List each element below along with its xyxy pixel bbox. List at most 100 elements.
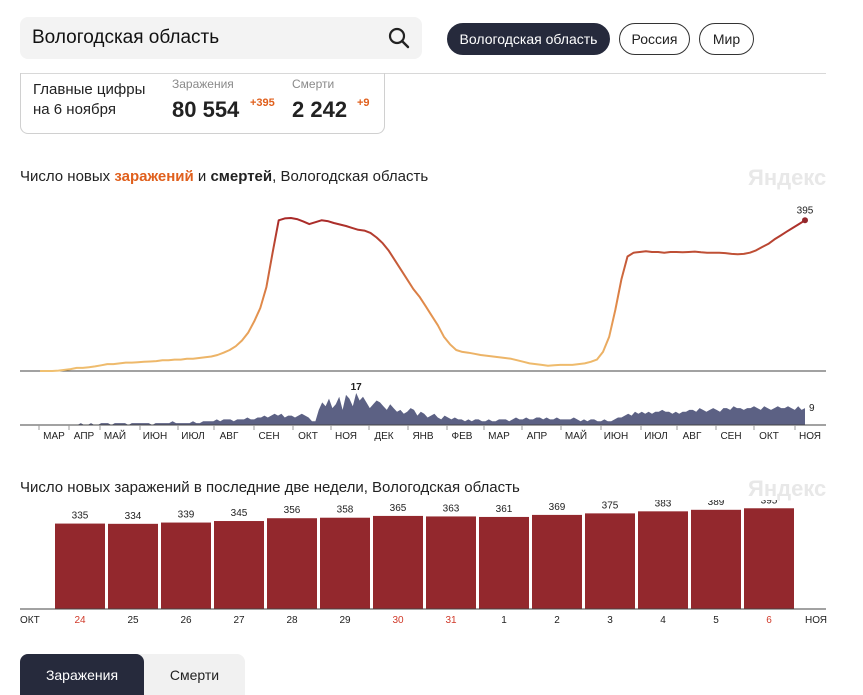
bar-value-label: 339 [178,510,195,521]
bar-category-label: 4 [660,615,666,626]
bar-value-label: 369 [549,502,566,513]
x-tick-label: МАР [43,431,65,442]
infections-caption: Заражения [172,77,234,91]
x-tick-label: ИЮЛ [644,431,667,442]
bar [373,515,423,609]
search-icon[interactable] [388,27,410,49]
bar [744,508,794,609]
bar-category-label: 5 [713,615,719,626]
chart1-title-deaths: смертей [210,168,273,185]
deaths-delta: +9 [357,97,370,109]
x-tick-label: ФЕВ [452,431,473,442]
tab-infections[interactable]: Заражения [20,654,144,695]
bar [532,514,582,609]
bar-value-label: 395 [761,500,778,506]
x-tick-label: ИЮН [604,431,629,442]
deaths-total: 2 242 [292,97,348,122]
bar-category-label: 6 [766,615,772,626]
bar-category-label: 27 [233,615,245,626]
x-tick-label: МАЙ [104,429,126,442]
summary-label-line1: Главные цифры [33,81,146,98]
bar [691,509,741,609]
bar-value-label: 356 [284,505,301,516]
bar [479,516,529,609]
bar-category-label: 25 [127,615,139,626]
x-tick-label: НОЯ [799,431,821,442]
bar [55,523,105,609]
infections-line [40,217,806,372]
infections-last-label: 395 [797,205,814,216]
bar [108,523,158,609]
bar [267,518,317,609]
bar-category-label: 28 [286,615,298,626]
bar [161,522,211,609]
chart1-title-prefix: Число новых [20,168,115,185]
bar-category-label: 26 [180,615,192,626]
x-tick-label: АПР [74,431,95,442]
infections-total: 80 554 [172,97,240,122]
infections-delta: +395 [250,97,275,109]
bar [638,511,688,609]
deaths-caption: Смерти [292,77,335,91]
bar [320,517,370,609]
x-tick-label: ИЮН [143,431,168,442]
chart1-title-suffix: , Вологодская область [272,168,429,185]
bar [585,513,635,609]
two-weeks-bar-chart: 335 334 339 345 356 358 365 363 361 369 375 383 389 3… [20,500,827,626]
deaths-last-label: 9 [809,403,815,414]
bar-value-label: 335 [72,511,89,522]
bar-category-label: 2 [554,615,560,626]
bar [426,516,476,609]
yandex-logo-2: Яндекс [748,476,827,501]
x-tick-label: ОКТ [298,431,318,442]
deaths-peak-label: 17 [351,382,363,393]
month-end-label: НОЯ [805,615,827,626]
bar-value-label: 365 [390,503,407,514]
region-world-button[interactable]: Мир [699,23,754,55]
x-tick-label: СЕН [258,431,279,442]
bar-value-label: 361 [496,504,513,515]
bar-category-label: 3 [607,615,613,626]
infections-deaths-chart: 395 17 9 МАР АПР МАЙ ИЮН ИЮЛ АВГ СЕН ОКТ НОЯ ДЕК ЯН… [20,205,826,442]
x-tick-label: МАЙ [565,429,587,442]
bar-value-label: 375 [602,500,619,511]
bar-category-label: 30 [392,615,404,626]
bar-category-label: 1 [501,615,507,626]
bar-value-label: 358 [337,505,354,516]
bar-category-label: 29 [339,615,351,626]
bar-value-label: 345 [231,508,248,519]
month-start-label: ОКТ [20,615,40,626]
chart1-title-infections: заражений [114,168,194,185]
x-tick-label: СЕН [720,431,741,442]
deaths-area [40,393,805,425]
x-tick-label: ИЮЛ [181,431,204,442]
infections-last-point [802,217,808,224]
chart1-title: Число новых заражений и смертей, Вологод… [20,168,428,185]
x-tick-label: ОКТ [759,431,779,442]
x-tick-label: АВГ [683,431,702,442]
x-tick-label: ДЕК [374,431,393,442]
bar [214,521,264,609]
region-russia-button[interactable]: Россия [619,23,690,55]
summary-card: Главные цифры на 6 ноября Заражения 80 5… [20,73,385,134]
metric-tabs: Заражения Смерти [20,654,245,695]
x-tick-label: ЯНВ [412,431,433,442]
chart2-title: Число новых заражений в последние две не… [20,479,520,496]
bar-category-label: 31 [445,615,457,626]
bar-category-label: 24 [74,615,86,626]
yandex-logo: Яндекс [748,165,827,190]
bar-value-label: 334 [125,511,142,522]
search-input[interactable] [20,17,380,59]
summary-label: Главные цифры на 6 ноября [33,80,163,120]
region-vologda-button[interactable]: Вологодская область [447,23,610,55]
x-tick-label: АПР [527,431,548,442]
bar-value-label: 363 [443,503,460,514]
bar-value-label: 389 [708,500,725,508]
bar-value-label: 383 [655,500,672,509]
summary-label-line2: на 6 ноября [33,101,116,118]
x-tick-label: МАР [488,431,510,442]
x-tick-label: НОЯ [335,431,357,442]
search-box[interactable] [20,17,422,59]
divider [20,73,826,74]
tab-deaths[interactable]: Смерти [169,666,220,683]
